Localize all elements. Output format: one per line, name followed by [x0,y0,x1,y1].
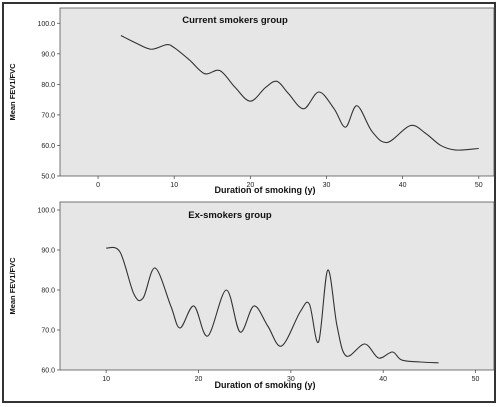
current-y-axis-title: Mean FEV1/FVC [8,63,17,121]
current-series-line [120,34,479,151]
ex-y-tick-label: 70.0 [41,328,55,335]
ex-x-tick-label: 10 [102,376,110,383]
current-x-tick-label: 10 [170,182,178,189]
ex-x-tick-label: 30 [287,376,295,383]
ex-plot-area [59,201,495,371]
current-y-tick-label: 50.0 [41,174,55,181]
current-plot-area [59,7,495,177]
current-chart-title: Current smokers group [182,15,288,26]
ex-x-tick-label: 20 [195,376,203,383]
current-y-tick-label: 70.0 [41,112,55,119]
ex-x-tick-label: 40 [379,376,387,383]
ex-y-axis-title: Mean FEV1/FVC [8,257,17,315]
current-x-tick-label: 30 [323,182,331,189]
ex-y-tick-label: 100.0 [37,208,55,215]
current-x-tick-label: 50 [475,182,483,189]
current-y-tick-label: 90.0 [41,51,55,58]
ex-chart: 10 20 30 40 50 60.0 70.0 80.0 90.0 100.0 Ex-smoker… [8,201,495,390]
ex-y-tick-label: 90.0 [41,248,55,255]
ex-y-tick-label: 60.0 [41,368,55,375]
current-chart: 0 10 20 30 40 50 50.0 60.0 70.0 80.0 90.0 100.0 Curr… [8,7,495,195]
ex-series-line [106,246,439,364]
ex-chart-title: Ex-smokers group [188,210,272,221]
current-x-tick-label: 0 [96,182,100,189]
current-x-tick-label: 20 [246,182,254,189]
ex-y-tick-label: 80.0 [41,288,55,295]
current-y-tick-label: 80.0 [41,82,55,89]
ex-x-tick-label: 50 [472,376,480,383]
current-x-axis-title: Duration of smoking (y) [215,185,316,195]
current-x-tick-label: 40 [399,182,407,189]
ex-x-axis-title: Duration of smoking (y) [215,380,316,390]
current-y-tick-label: 60.0 [41,143,55,150]
current-y-tick-label: 100.0 [37,21,55,28]
